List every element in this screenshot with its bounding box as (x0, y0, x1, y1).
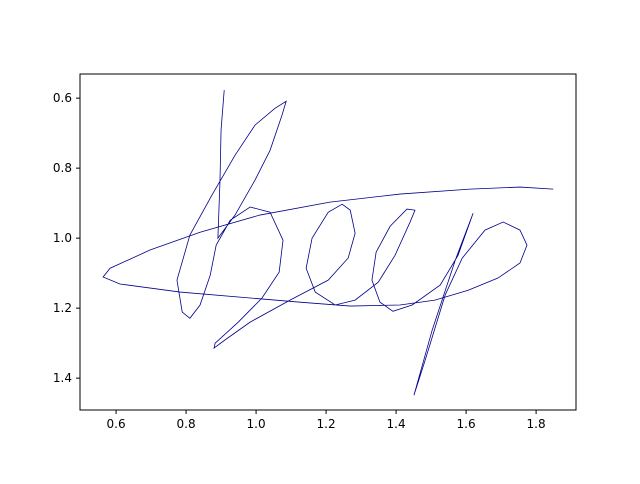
x-tick-label: 0.6 (107, 417, 126, 431)
y-tick-label: 1.2 (53, 301, 72, 315)
x-tick-label: 1.6 (457, 417, 476, 431)
x-tick-label: 1.4 (387, 417, 406, 431)
y-tick-label: 0.8 (53, 161, 72, 175)
x-tick-label: 1.0 (247, 417, 266, 431)
data-line (102, 90, 554, 396)
y-tick-label: 1.0 (53, 231, 72, 245)
x-tick-label: 0.8 (177, 417, 196, 431)
x-tick-label: 1.8 (527, 417, 546, 431)
x-tick-label: 1.2 (317, 417, 336, 431)
y-tick-label: 1.4 (53, 371, 72, 385)
axes-frame (79, 73, 577, 411)
y-tick-label: 0.6 (53, 91, 72, 105)
